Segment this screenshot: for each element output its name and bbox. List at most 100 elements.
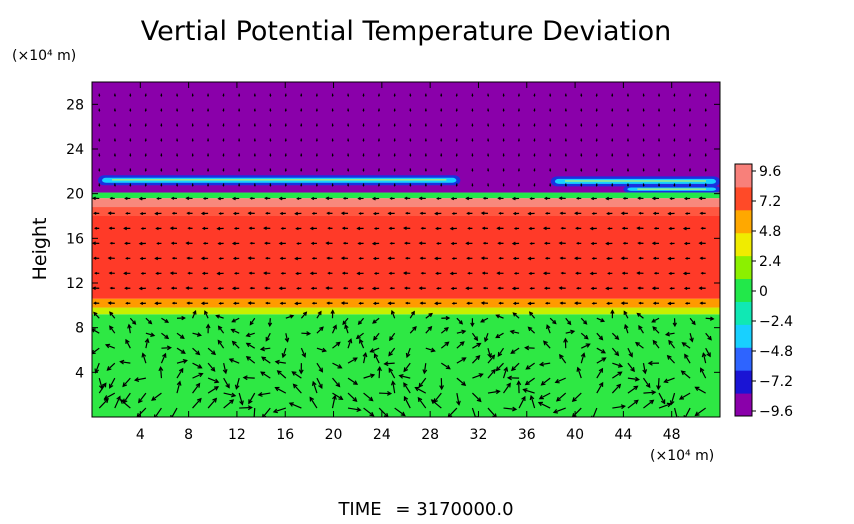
y-tick-label: 28 <box>66 97 84 113</box>
colorbar-label: −4.8 <box>759 344 793 360</box>
wind-vector <box>348 124 349 126</box>
wind-vector <box>565 94 566 96</box>
wind-vector <box>254 154 255 156</box>
wind-vector <box>534 139 535 141</box>
wind-vector <box>705 168 706 170</box>
wind-vector <box>472 154 473 156</box>
wind-vector <box>441 154 442 156</box>
wind-vector <box>161 94 162 96</box>
wind-vector <box>239 109 240 111</box>
wind-vector <box>394 109 395 111</box>
wind-vector <box>410 139 411 141</box>
wind-vector <box>534 154 535 156</box>
wind-vector <box>425 109 426 111</box>
wind-vector <box>114 168 115 170</box>
wind-vector <box>301 168 302 170</box>
wind-vector <box>488 168 489 170</box>
wind-vector <box>254 139 255 141</box>
wind-vector <box>114 154 115 156</box>
wind-vector <box>379 154 380 156</box>
wind-vector <box>177 168 178 170</box>
colorbar-swatch <box>735 370 752 393</box>
wind-vector <box>145 168 146 170</box>
wind-vector <box>223 183 224 185</box>
wind-vector <box>643 183 644 185</box>
wind-vector <box>425 94 426 96</box>
wind-vector <box>565 168 566 170</box>
wind-vector <box>581 183 582 185</box>
wind-vector <box>410 168 411 170</box>
wind-vector <box>565 154 566 156</box>
wind-vector <box>285 168 286 170</box>
wind-vector <box>410 94 411 96</box>
wind-vector <box>348 139 349 141</box>
wind-vector <box>254 168 255 170</box>
wind-vector <box>519 168 520 170</box>
wind-vector <box>441 109 442 111</box>
chart-title: Vertial Potential Temperature Deviation <box>141 16 671 47</box>
wind-vector <box>705 94 706 96</box>
wind-vector <box>659 94 660 96</box>
wind-vector <box>145 94 146 96</box>
wind-vector <box>550 139 551 141</box>
wind-vector <box>379 124 380 126</box>
wind-vector <box>270 94 271 96</box>
tropopause-streak-0 <box>98 175 460 185</box>
wind-vector <box>270 124 271 126</box>
wind-vector <box>472 109 473 111</box>
wind-vector <box>301 109 302 111</box>
wind-vector <box>99 109 100 111</box>
wind-vector <box>145 109 146 111</box>
wind-vector <box>192 154 193 156</box>
wind-vector <box>674 139 675 141</box>
wind-vector <box>363 94 364 96</box>
wind-vector <box>161 109 162 111</box>
wind-vector <box>643 139 644 141</box>
wind-vector <box>441 168 442 170</box>
wind-vector <box>394 124 395 126</box>
wind-vector <box>456 139 457 141</box>
wind-vector <box>627 124 628 126</box>
wind-vector <box>348 154 349 156</box>
tropopause-streak-2 <box>623 186 720 193</box>
wind-vector <box>254 124 255 126</box>
wind-vector <box>503 139 504 141</box>
wind-vector <box>99 139 100 141</box>
wind-vector <box>643 109 644 111</box>
y-tick-label: 16 <box>66 231 84 247</box>
wind-vector <box>254 109 255 111</box>
wind-vector <box>177 139 178 141</box>
wind-vector <box>596 124 597 126</box>
wind-vector <box>612 154 613 156</box>
wind-vector <box>301 154 302 156</box>
wind-vector <box>223 94 224 96</box>
wind-vector <box>130 183 131 185</box>
wind-vector <box>534 168 535 170</box>
wind-vector <box>550 109 551 111</box>
wind-vector <box>456 183 457 185</box>
colorbar-swatch <box>735 279 752 302</box>
wind-vector <box>596 183 597 185</box>
wind-vector <box>674 168 675 170</box>
colorbar-swatch <box>735 233 752 256</box>
wind-vector <box>177 183 178 185</box>
wind-vector <box>627 183 628 185</box>
wind-vector <box>581 94 582 96</box>
x-tick-label: 40 <box>566 427 584 443</box>
wind-vector <box>519 183 520 185</box>
wind-vector <box>379 109 380 111</box>
wind-vector <box>596 94 597 96</box>
wind-vector <box>270 109 271 111</box>
wind-vector <box>472 94 473 96</box>
wind-vector <box>612 109 613 111</box>
wind-vector <box>332 124 333 126</box>
y-axis-unit: (×10⁴ m) <box>12 48 76 64</box>
colorbar-label: 0 <box>759 284 768 300</box>
wind-vector <box>208 168 209 170</box>
temperature-field <box>92 82 720 417</box>
wind-vector <box>348 94 349 96</box>
wind-vector <box>270 154 271 156</box>
wind-vector <box>316 168 317 170</box>
wind-vector <box>161 154 162 156</box>
wind-vector <box>488 109 489 111</box>
